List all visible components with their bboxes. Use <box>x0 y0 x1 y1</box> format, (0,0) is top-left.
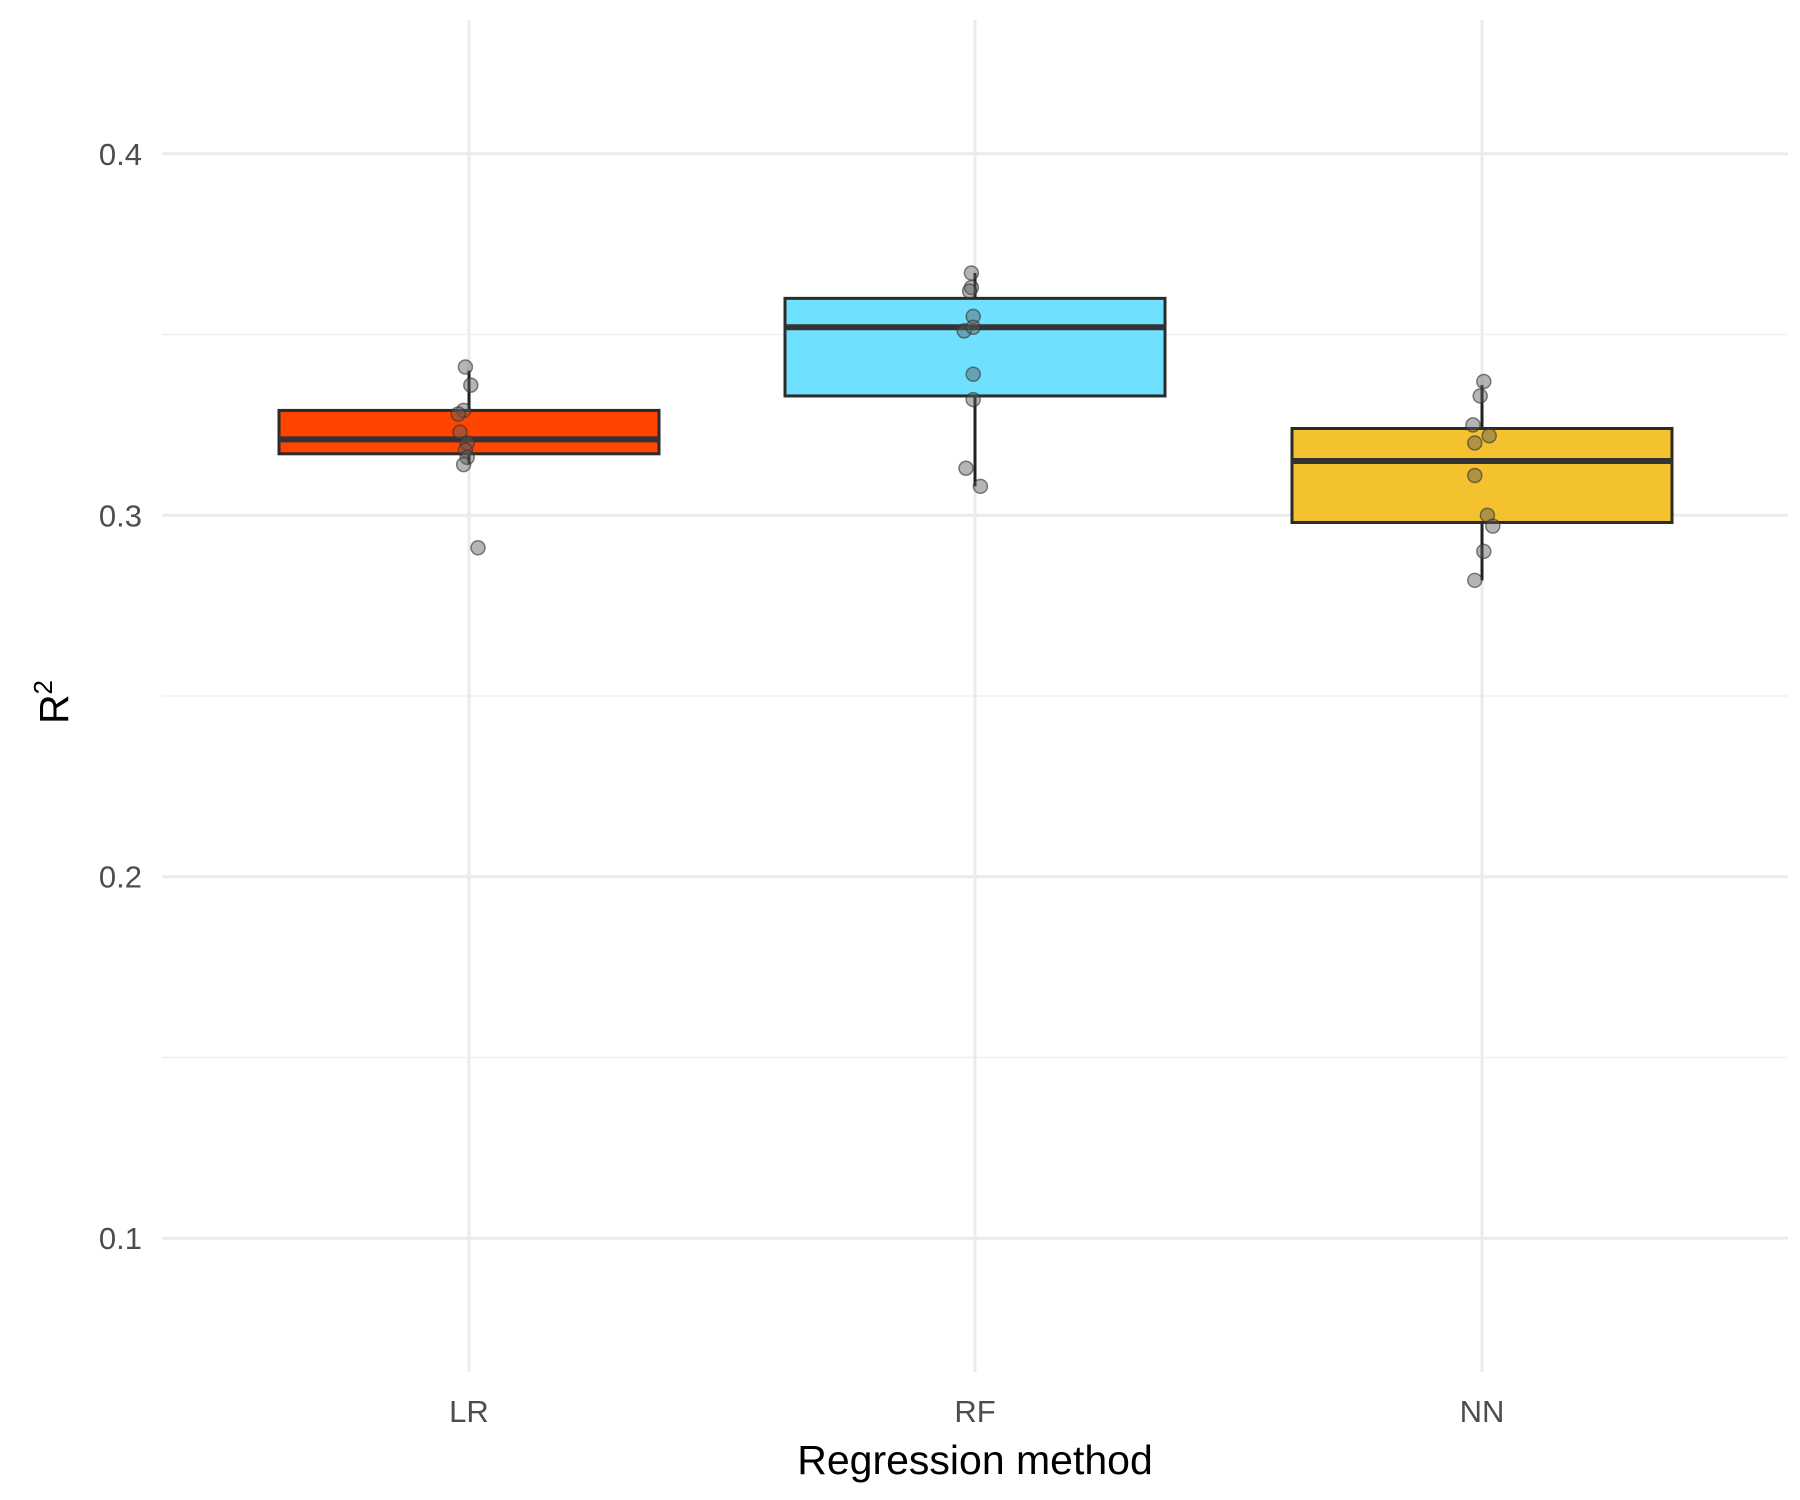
data-point-nn <box>1467 467 1483 484</box>
y-tick-label: 0.3 <box>99 498 142 533</box>
data-point-rf <box>965 391 981 408</box>
y-axis-title-superscript: 2 <box>28 680 58 694</box>
x-tick-label-nn: NN <box>1460 1394 1505 1429</box>
data-point-nn <box>1465 417 1481 433</box>
data-point-rf <box>972 478 989 495</box>
data-point-lr <box>459 449 475 466</box>
data-point-nn <box>1476 543 1492 560</box>
data-point-nn <box>1485 518 1501 534</box>
y-tick-label: 0.4 <box>99 137 142 172</box>
data-point-lr <box>463 377 479 393</box>
data-point-rf <box>963 265 980 281</box>
data-point-nn <box>1467 572 1483 589</box>
box-iqr <box>783 296 1167 398</box>
data-point-rf <box>961 283 978 299</box>
data-point-nn <box>1467 435 1483 451</box>
data-point-rf <box>956 323 972 339</box>
data-point-rf <box>958 460 974 477</box>
data-point-rf <box>965 308 981 325</box>
y-tick-label: 0.1 <box>99 1221 142 1256</box>
x-tick-label-rf: RF <box>954 1394 995 1429</box>
data-point-rf <box>965 366 981 383</box>
y-axis-title-base: R <box>31 694 77 724</box>
data-point-nn <box>1481 427 1497 444</box>
grid-lines <box>162 20 1788 1372</box>
x-axis-title: Regression method <box>797 1437 1153 1483</box>
data-point-rf <box>965 319 981 336</box>
data-point-nn <box>1472 388 1488 404</box>
data-point-lr <box>455 456 472 473</box>
data-points <box>450 265 1501 589</box>
y-axis-title: R2 <box>28 680 77 724</box>
y-tick-label: 0.2 <box>99 860 142 895</box>
axis-ticks: 0.1 0.2 0.3 0.4 LR RF NN <box>99 137 1505 1429</box>
data-point-nn <box>1476 373 1492 390</box>
box-lr <box>277 370 661 465</box>
data-point-lr <box>457 359 474 375</box>
box-rf <box>783 273 1167 487</box>
data-point-lr <box>470 540 486 556</box>
x-tick-label-lr: LR <box>449 1394 489 1429</box>
data-point-lr <box>452 424 468 440</box>
box-iqr <box>277 408 661 456</box>
data-point-lr <box>450 406 466 422</box>
